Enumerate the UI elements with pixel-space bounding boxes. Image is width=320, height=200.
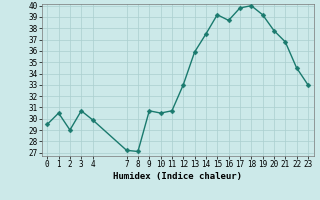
X-axis label: Humidex (Indice chaleur): Humidex (Indice chaleur) bbox=[113, 172, 242, 181]
